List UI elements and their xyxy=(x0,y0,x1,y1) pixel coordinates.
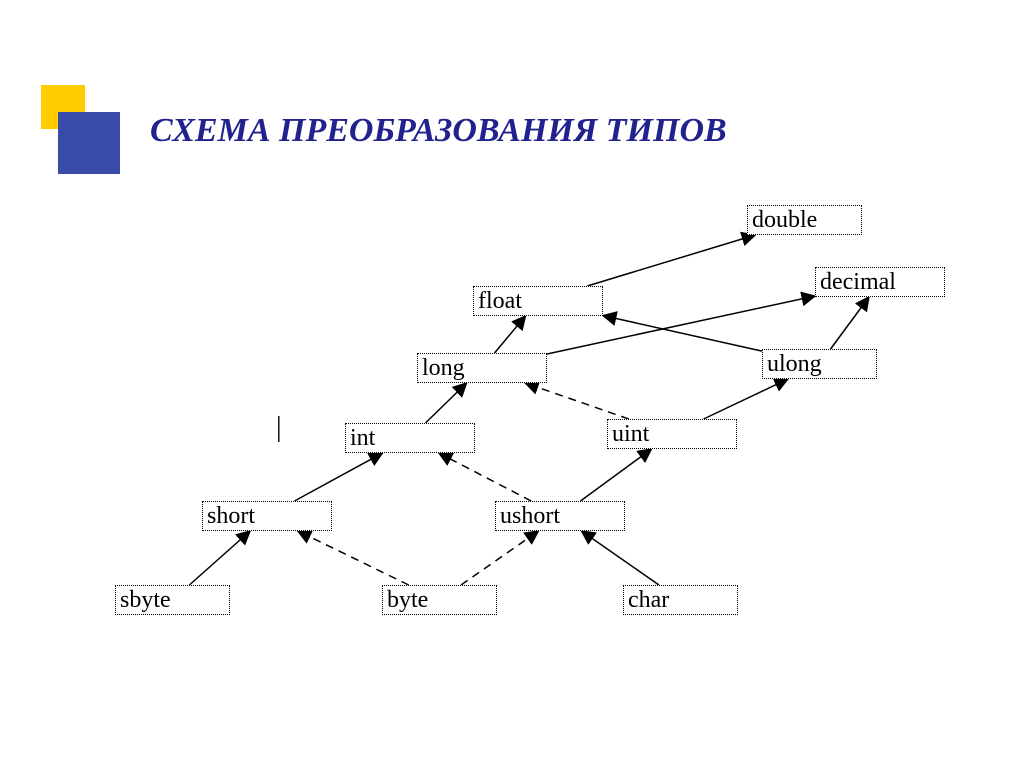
node-long: long xyxy=(417,353,547,383)
node-int: int xyxy=(345,423,475,453)
edge-char-to-ushort xyxy=(582,531,659,585)
node-float: float xyxy=(473,286,603,316)
edge-sbyte-to-short xyxy=(189,531,250,585)
edge-uint-to-ulong xyxy=(704,379,788,419)
deco-blue-square xyxy=(58,112,120,174)
edge-int-to-long xyxy=(425,383,466,423)
edge-ushort-to-uint xyxy=(580,449,651,501)
node-ulong: ulong xyxy=(762,349,877,379)
node-sbyte: sbyte xyxy=(115,585,230,615)
node-short: short xyxy=(202,501,332,531)
node-double: double xyxy=(747,205,862,235)
text-cursor-mark: | xyxy=(276,412,282,444)
node-uint: uint xyxy=(607,419,737,449)
edge-byte-to-short xyxy=(298,531,409,585)
edge-short-to-int xyxy=(295,453,383,501)
type-conversion-diagram: | double decimal float long ulong int uint shor… xyxy=(115,205,945,665)
edge-ushort-to-int xyxy=(439,453,531,501)
edge-float-to-double xyxy=(587,235,755,286)
edge-byte-to-ushort xyxy=(461,531,538,585)
page-title: СХЕМА ПРЕОБРАЗОВАНИЯ ТИПОВ xyxy=(150,112,727,150)
edge-ulong-to-decimal xyxy=(831,297,869,349)
node-char: char xyxy=(623,585,738,615)
edge-uint-to-long xyxy=(525,383,629,419)
node-byte: byte xyxy=(382,585,497,615)
node-decimal: decimal xyxy=(815,267,945,297)
node-ushort: ushort xyxy=(495,501,625,531)
edge-long-to-float xyxy=(495,316,526,353)
edge-ulong-to-float xyxy=(603,316,762,352)
